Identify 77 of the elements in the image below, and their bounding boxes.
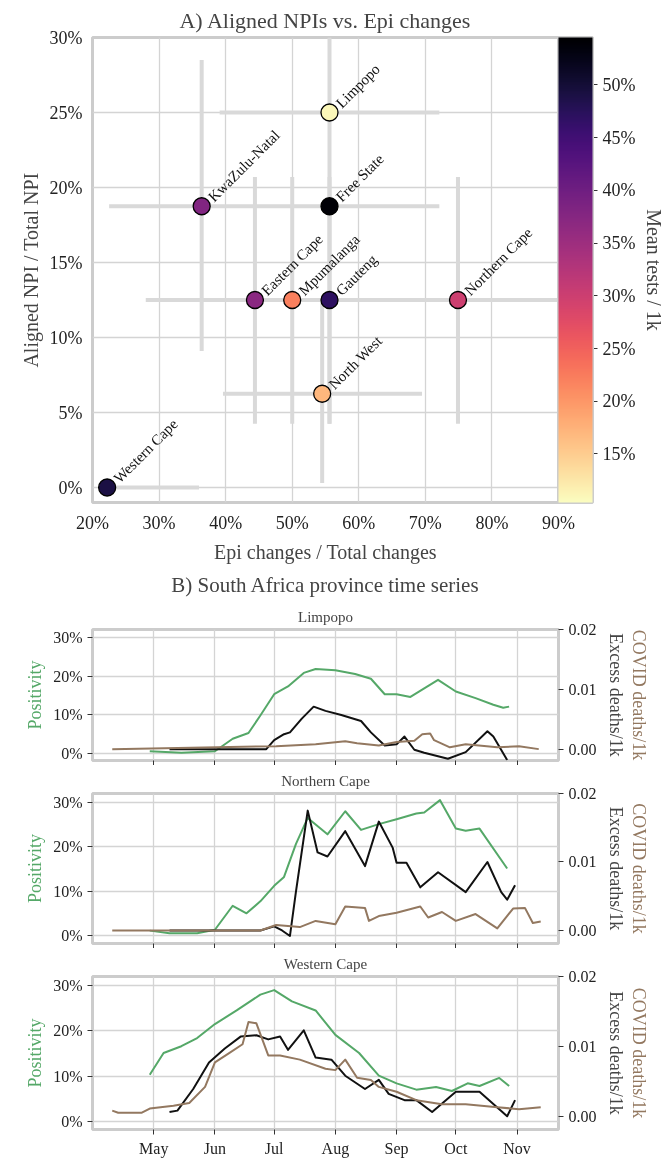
y-tick-label: 5% (58, 402, 83, 423)
line-series (148, 989, 511, 1093)
chart-title: Western Cape (283, 955, 368, 972)
x-tick-label: May (139, 1139, 169, 1158)
line-series (111, 732, 540, 751)
x-tick-label: Sep (384, 1139, 409, 1158)
line-series (111, 1020, 542, 1114)
text: COVID deaths/1k (628, 803, 649, 934)
y2-axis-title: Excess deaths/1k (605, 806, 626, 931)
y-axis-title: Positivity (25, 1018, 46, 1088)
y-tick-label: 0% (61, 927, 83, 945)
x-tick-label: 70% (408, 512, 442, 533)
y2-tick-label: 0.00 (568, 740, 597, 758)
x-tick-label: 50% (275, 512, 309, 533)
x-tick-label: 80% (475, 512, 509, 533)
y2-tick-label: 0.01 (568, 853, 597, 871)
y-tick-label: 20% (53, 838, 83, 856)
y-tick-label: 0% (58, 477, 83, 498)
y-tick-label: 15% (49, 252, 83, 273)
line-series (148, 799, 509, 935)
chart-title: A) Aligned NPIs vs. Epi changes (179, 7, 471, 33)
y2-axis-title: Excess deaths/1k (605, 991, 626, 1115)
y-tick-label: 30% (53, 977, 83, 995)
x-tick-label: 30% (142, 512, 176, 533)
text: COVID deaths/1k (628, 629, 649, 761)
line-series (148, 668, 511, 754)
y-tick-label: 10% (53, 1067, 83, 1085)
y-tick-label: 30% (53, 628, 83, 646)
y-tick-label: 10% (49, 327, 83, 348)
chart-subtitle: Limpopo (298, 608, 353, 625)
y-tick-label: 20% (49, 177, 83, 198)
y-tick-label: 20% (53, 1022, 83, 1040)
x-tick-label: 90% (542, 512, 575, 533)
y-tick-label: 10% (53, 882, 83, 900)
color-bar-label: 30% (602, 285, 636, 306)
annotation: Free State (332, 150, 388, 205)
color-bar-label: 50% (602, 74, 636, 95)
x-tick-label: 60% (342, 512, 376, 533)
y-tick-label: 0% (61, 1112, 83, 1130)
x-tick-label: Jul (264, 1139, 285, 1157)
color-bar-label: 45% (602, 127, 636, 148)
y-tick-label: 30% (53, 793, 83, 811)
y2-tick-label: 0.00 (568, 921, 597, 939)
y-axis-title: Positivity (25, 833, 46, 904)
chart-title: B) South Africa province time series (171, 572, 479, 597)
y2-tick-label: 0.00 (568, 1107, 597, 1125)
y2-tick-label: 0.02 (568, 621, 597, 638)
color-bar-label: 40% (602, 180, 636, 201)
color-bar-label: 25% (602, 338, 636, 359)
y2-tick-label: 0.02 (568, 968, 597, 985)
line-series (168, 1029, 517, 1118)
x-tick-label: Aug (321, 1139, 350, 1158)
x-tick-label: Oct (444, 1139, 468, 1157)
line-series (168, 705, 509, 761)
y-axis-title: Aligned NPI / Total NPI (19, 172, 43, 368)
color-bar-label: 15% (602, 444, 636, 464)
chart-title: Northern Cape (281, 772, 371, 789)
y-tick-label: 10% (53, 706, 83, 724)
y2-tick-label: 0.01 (568, 680, 597, 698)
y-tick-label: 30% (49, 27, 83, 48)
y-axis-title: Positivity (25, 660, 46, 730)
color-bar-label: 35% (602, 233, 636, 254)
x-tick-label: Nov (503, 1139, 531, 1157)
x-axis-title: Epi changes / Total changes (214, 540, 437, 564)
x-tick-label: 20% (76, 512, 109, 533)
x-tick-label: 40% (209, 512, 243, 533)
y2-tick-label: 0.01 (568, 1037, 597, 1055)
text: COVID deaths/1k (628, 987, 649, 1119)
color-bar-title: Mean tests / 1k (643, 209, 666, 331)
y2-tick-label: 0.02 (568, 785, 597, 802)
y-tick-label: 25% (49, 102, 83, 123)
x-tick-label: Jun (203, 1139, 227, 1157)
y-tick-label: 20% (53, 667, 83, 685)
y-tick-label: 0% (61, 745, 83, 763)
color-bar-label: 20% (602, 391, 636, 412)
y2-axis-title: Excess deaths/1k (605, 633, 626, 757)
line-series (111, 905, 542, 932)
